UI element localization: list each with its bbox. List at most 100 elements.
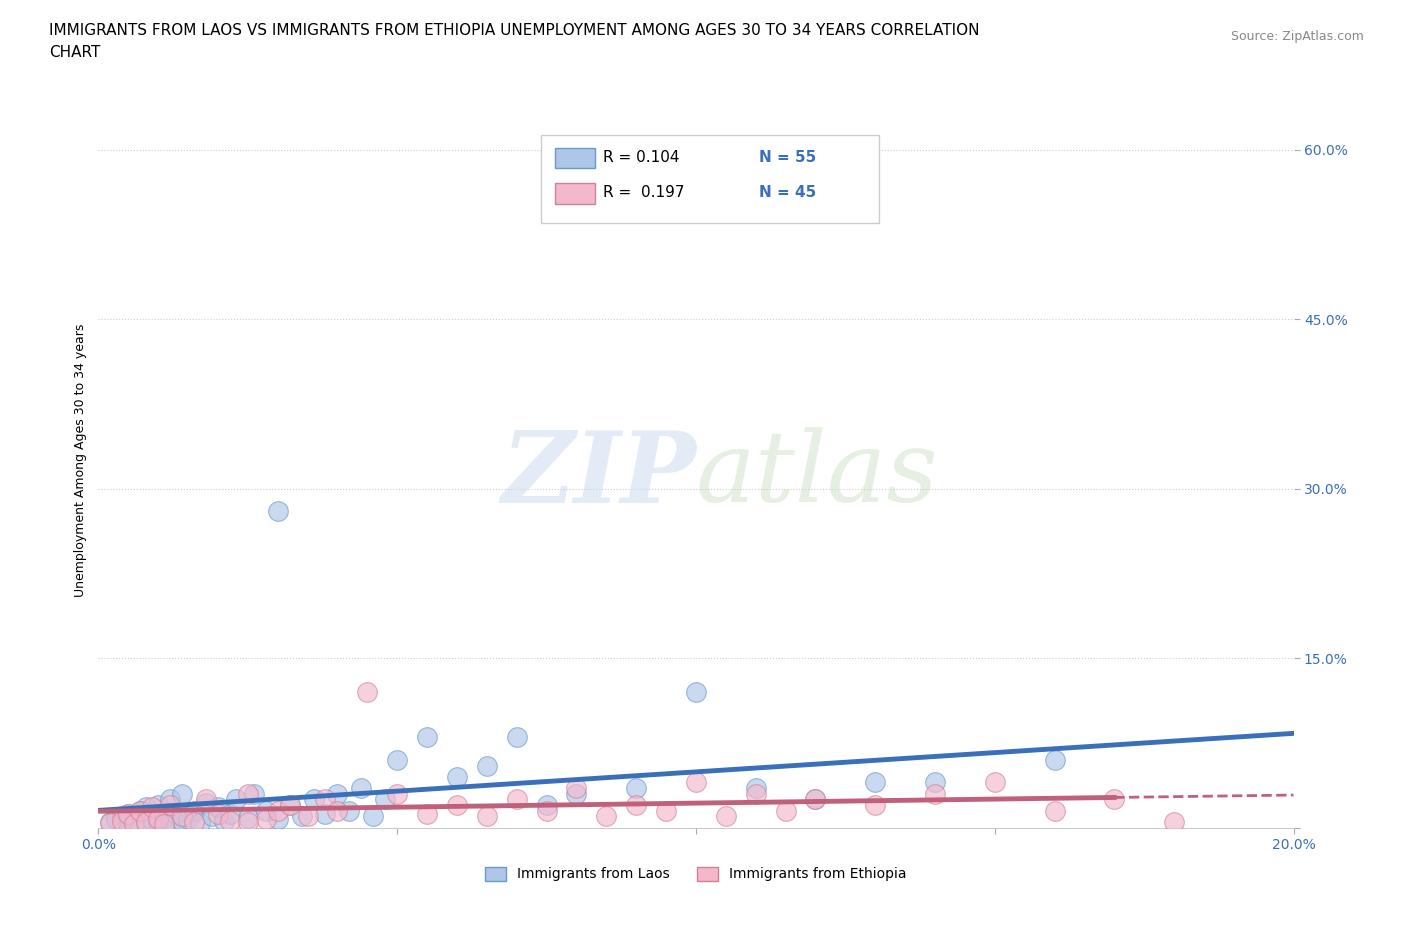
Point bbox=[374, 792, 396, 807]
Point bbox=[506, 792, 529, 807]
Point bbox=[172, 809, 194, 824]
Point bbox=[117, 806, 139, 821]
Point bbox=[148, 811, 170, 826]
Text: IMMIGRANTS FROM LAOS VS IMMIGRANTS FROM ETHIOPIA UNEMPLOYMENT AMONG AGES 30 TO 3: IMMIGRANTS FROM LAOS VS IMMIGRANTS FROM … bbox=[49, 23, 980, 38]
Point bbox=[153, 817, 176, 831]
Point bbox=[565, 780, 588, 795]
Text: Source: ZipAtlas.com: Source: ZipAtlas.com bbox=[1230, 30, 1364, 43]
Point bbox=[183, 815, 205, 830]
Point bbox=[350, 780, 373, 795]
Point bbox=[865, 798, 887, 813]
Point bbox=[745, 787, 768, 802]
Point bbox=[745, 780, 768, 795]
Point bbox=[141, 800, 163, 815]
Point bbox=[714, 809, 737, 824]
Point bbox=[595, 809, 617, 824]
Point bbox=[153, 810, 176, 825]
Point bbox=[195, 792, 218, 807]
Point bbox=[165, 806, 187, 821]
Point bbox=[117, 806, 139, 821]
Point bbox=[565, 787, 588, 802]
Point bbox=[236, 787, 259, 802]
Point bbox=[195, 795, 218, 810]
Point bbox=[219, 806, 242, 821]
Text: N = 55: N = 55 bbox=[759, 150, 817, 165]
Y-axis label: Unemployment Among Ages 30 to 34 years: Unemployment Among Ages 30 to 34 years bbox=[75, 324, 87, 597]
Point bbox=[159, 798, 181, 813]
Point bbox=[278, 798, 301, 813]
Point bbox=[1104, 792, 1126, 807]
Point bbox=[159, 817, 181, 831]
Point bbox=[536, 798, 558, 813]
Point bbox=[267, 504, 290, 519]
Point bbox=[804, 792, 827, 807]
Point bbox=[339, 804, 361, 818]
Point bbox=[356, 684, 378, 699]
Point bbox=[124, 817, 146, 831]
Point bbox=[267, 804, 290, 818]
Point bbox=[1043, 804, 1066, 818]
Point bbox=[416, 806, 439, 821]
Point bbox=[254, 804, 277, 818]
Point bbox=[177, 811, 200, 826]
Point bbox=[297, 809, 319, 824]
Point bbox=[446, 798, 468, 813]
Point bbox=[924, 775, 946, 790]
Point bbox=[124, 814, 146, 829]
Point bbox=[183, 804, 205, 818]
Text: N = 45: N = 45 bbox=[759, 185, 817, 200]
Point bbox=[446, 769, 468, 784]
Point bbox=[804, 792, 827, 807]
Point bbox=[212, 814, 235, 829]
Point bbox=[172, 787, 194, 802]
Text: CHART: CHART bbox=[49, 45, 101, 60]
Text: atlas: atlas bbox=[696, 428, 939, 523]
Point bbox=[685, 775, 707, 790]
Point bbox=[201, 809, 224, 824]
Point bbox=[159, 792, 181, 807]
Point bbox=[129, 804, 152, 818]
Point bbox=[1163, 815, 1185, 830]
Point bbox=[117, 817, 139, 831]
Point bbox=[924, 787, 946, 802]
Point bbox=[475, 809, 498, 824]
Point bbox=[626, 798, 648, 813]
Point bbox=[363, 809, 385, 824]
Point bbox=[775, 804, 797, 818]
Point bbox=[626, 780, 648, 795]
Point bbox=[135, 800, 157, 815]
Point bbox=[984, 775, 1007, 790]
Point bbox=[278, 798, 301, 813]
Point bbox=[225, 792, 247, 807]
Point bbox=[326, 804, 349, 818]
Text: R = 0.104: R = 0.104 bbox=[603, 150, 679, 165]
Point bbox=[236, 810, 259, 825]
Text: ZIP: ZIP bbox=[501, 427, 696, 524]
Point bbox=[385, 787, 409, 802]
Point bbox=[536, 804, 558, 818]
Point bbox=[111, 814, 134, 829]
Point bbox=[291, 809, 314, 824]
Point bbox=[135, 816, 157, 830]
Point bbox=[188, 816, 211, 830]
Point bbox=[267, 811, 290, 826]
Point bbox=[655, 804, 678, 818]
Text: R =  0.197: R = 0.197 bbox=[603, 185, 685, 200]
Point bbox=[475, 758, 498, 773]
Point bbox=[243, 787, 266, 802]
Point bbox=[385, 752, 409, 767]
Point bbox=[207, 806, 229, 821]
Point bbox=[135, 815, 157, 830]
Point bbox=[141, 812, 163, 827]
Point bbox=[506, 730, 529, 745]
Point bbox=[172, 814, 194, 829]
Point bbox=[315, 806, 337, 821]
Point bbox=[105, 811, 128, 826]
Point bbox=[148, 815, 170, 830]
Point bbox=[254, 811, 277, 826]
Point bbox=[1043, 752, 1066, 767]
Point bbox=[129, 804, 152, 818]
Point bbox=[326, 787, 349, 802]
Point bbox=[685, 684, 707, 699]
Point bbox=[207, 800, 229, 815]
